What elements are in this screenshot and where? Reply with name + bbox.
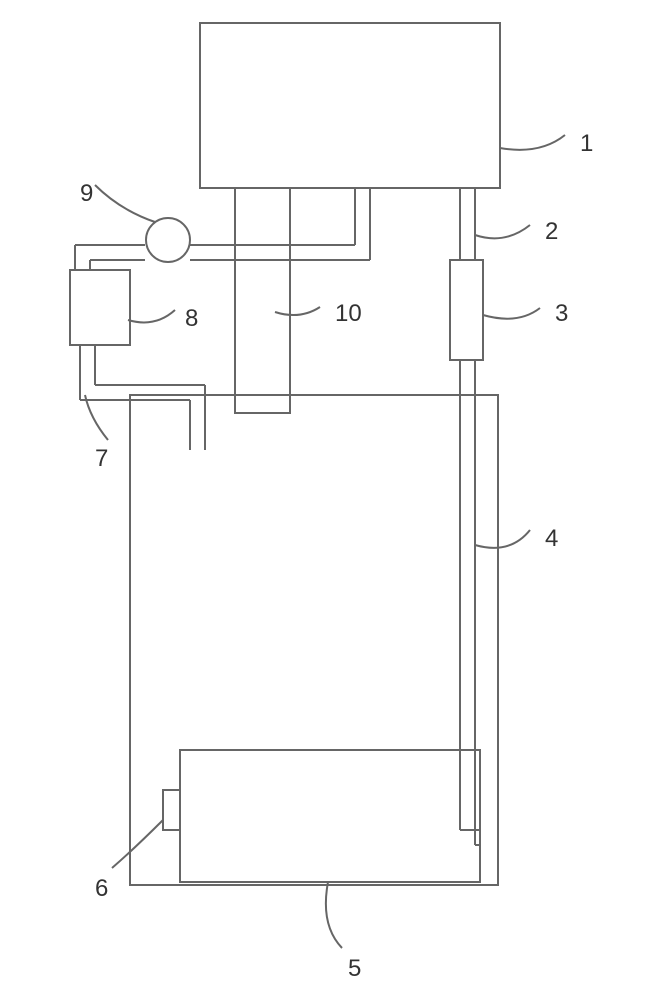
component-3-box: [450, 260, 483, 360]
leader-curve-10: [275, 307, 320, 315]
component-10-box: [235, 188, 290, 413]
label-1: 1: [580, 130, 593, 158]
component-6-box: [163, 790, 180, 830]
schematic-svg: [0, 0, 663, 1000]
leader-curve-7: [85, 395, 108, 440]
label-3: 3: [555, 300, 568, 328]
leader-curve-5: [326, 882, 342, 948]
component-5-box: [180, 750, 480, 882]
label-2: 2: [545, 218, 558, 246]
label-7: 7: [95, 445, 108, 473]
label-5: 5: [348, 955, 361, 983]
leader-curve-4: [475, 530, 530, 548]
diagram-container: 1 2 3 4 5 6 7 8 9 10: [0, 0, 663, 1000]
label-9: 9: [80, 180, 93, 208]
leader-curve-3: [483, 308, 540, 319]
leader-curve-6: [112, 820, 163, 868]
component-9-circle: [146, 218, 190, 262]
label-8: 8: [185, 305, 198, 333]
label-4: 4: [545, 525, 558, 553]
leader-curve-9: [95, 185, 155, 222]
leader-curve-2: [475, 225, 530, 238]
leader-curve-1: [500, 135, 565, 150]
component-1-box: [200, 23, 500, 188]
large-container-box: [130, 395, 498, 885]
label-6: 6: [95, 875, 108, 903]
leader-curve-8: [128, 310, 175, 322]
label-10: 10: [335, 300, 362, 328]
component-8-box: [70, 270, 130, 345]
